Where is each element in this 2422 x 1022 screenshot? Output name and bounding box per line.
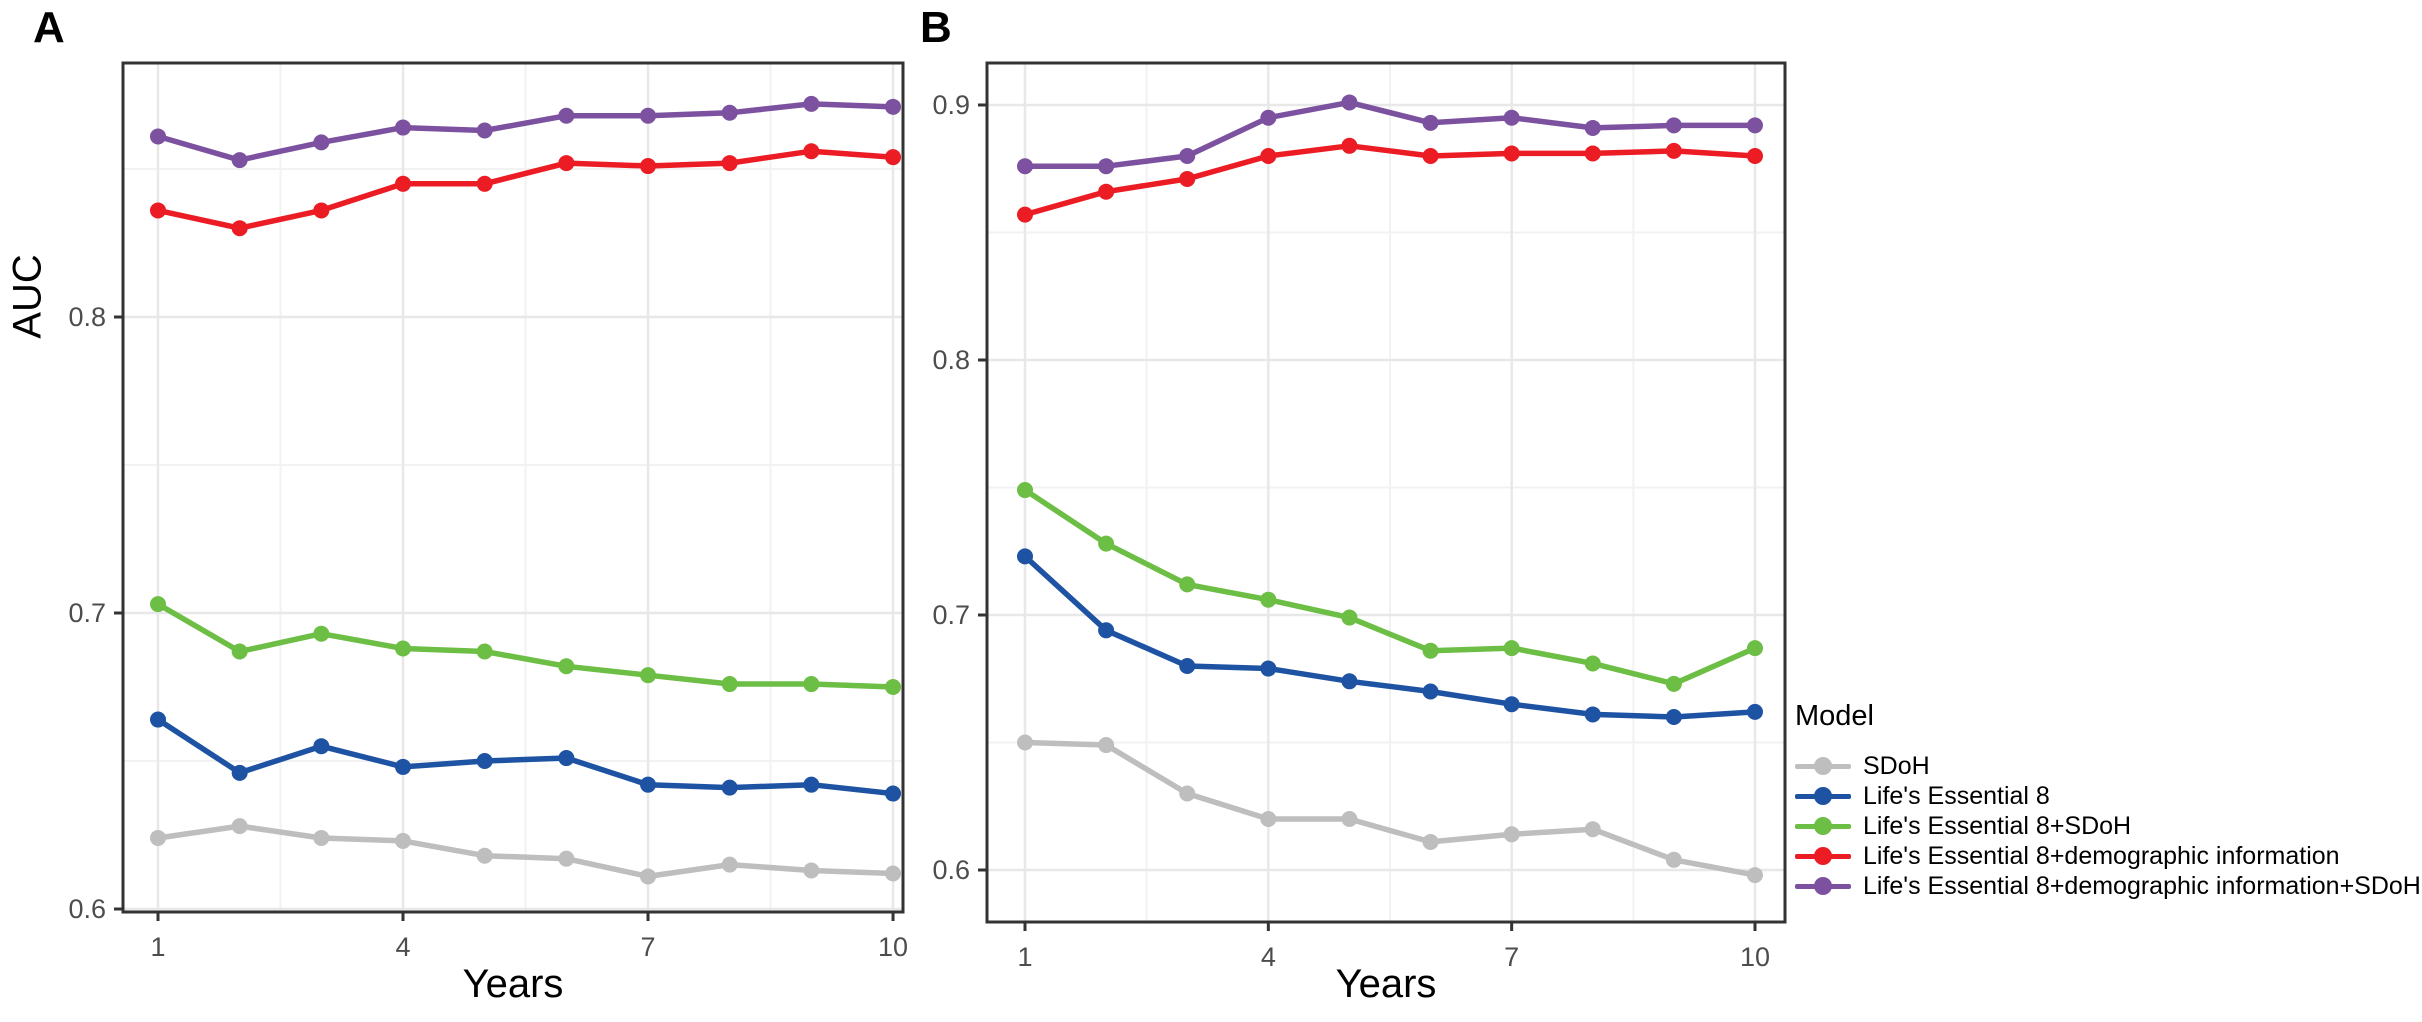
series-points-a [150,818,902,885]
legend-key-le8-demo-sdoh-icon [1795,873,1851,899]
legend-key-le8-sdoh-icon [1795,813,1851,839]
x-tick-label: 10 [1740,942,1770,972]
legend-label: Life's Essential 8 [1863,781,2050,810]
gridlines-minor [987,63,1785,922]
y-tick-label: 0.8 [68,302,106,332]
y-tick-label: 0.7 [68,598,106,628]
series-points-b [1017,734,1763,884]
legend-row-le8-demo-sdoh: Life's Essential 8+demographic informati… [1795,871,2421,901]
series-line-a [155,148,896,231]
series-points-a [150,95,902,169]
y-tick-label: 0.8 [932,345,970,375]
x-tick-label: 4 [395,932,410,962]
legend-label: SDoH [1863,751,1930,780]
panel-border [985,61,1787,924]
legend-key-le8-icon [1795,783,1851,809]
series-points-b [1017,548,1763,725]
axis-ticks: 0.6 0.7 0.8 0.9 1 4 7 10 [932,90,1770,972]
series-points-b [1017,482,1763,692]
legend-label: Life's Essential 8+demographic informati… [1863,871,2421,900]
y-tick-label: 0.6 [932,855,970,885]
panel-b-letter: B [920,3,952,52]
x-tick-label: 4 [1261,942,1276,972]
panel-border [121,61,905,914]
y-tick-label: 0.7 [932,600,970,630]
series-points-b [1017,94,1763,175]
legend-key-le8-demo-icon [1795,843,1851,869]
legend-key-sdoh-icon [1795,753,1851,779]
series-line-a [155,823,896,880]
series-points-b [1017,137,1763,223]
series-points-a [150,143,902,237]
y-tick-label: 0.9 [932,90,970,120]
x-tick-label: 10 [878,932,908,962]
series-line-b [1022,143,1758,218]
series-line-a [155,716,896,797]
series-points-a [150,596,902,695]
x-tick-label: 1 [150,932,165,962]
legend-row-sdoh: SDoH [1795,751,2415,781]
x-tick-label: 1 [1017,942,1032,972]
y-tick-label: 0.6 [68,894,106,924]
panel-a: 0.6 0.7 0.8 1 4 7 10 [68,61,908,962]
gridlines-minor [123,63,903,912]
legend-label: Life's Essential 8+SDoH [1863,811,2132,840]
legend-row-le8-sdoh: Life's Essential 8+SDoH [1795,811,2415,841]
series-line-b [1022,553,1758,720]
panel-a-letter: A [33,3,65,52]
series-line-a [155,601,896,690]
legend-label: Life's Essential 8+demographic informati… [1863,841,2340,870]
legend: Model SDoH Life's Essential 8 Life's Ess… [1795,700,2421,901]
x-tick-label: 7 [1504,942,1519,972]
x-axis-title-years-b: Years [1335,962,1437,1006]
panel-b: 0.6 0.7 0.8 0.9 1 4 7 10 [932,61,1787,972]
x-tick-label: 7 [641,932,656,962]
legend-title: Model [1795,700,1874,732]
series-points-a [150,711,902,802]
series-line-b [1022,487,1758,687]
series-line-b [1022,99,1758,169]
legend-row-le8-demo: Life's Essential 8+demographic informati… [1795,841,2415,871]
series-line-a [155,101,896,163]
legend-row-le8: Life's Essential 8 [1795,781,2415,811]
axis-ticks: 0.6 0.7 0.8 1 4 7 10 [68,302,908,962]
y-axis-title-auc: AUC [5,254,50,339]
x-axis-title-years-a: Years [462,962,564,1006]
series-line-b [1022,739,1758,878]
